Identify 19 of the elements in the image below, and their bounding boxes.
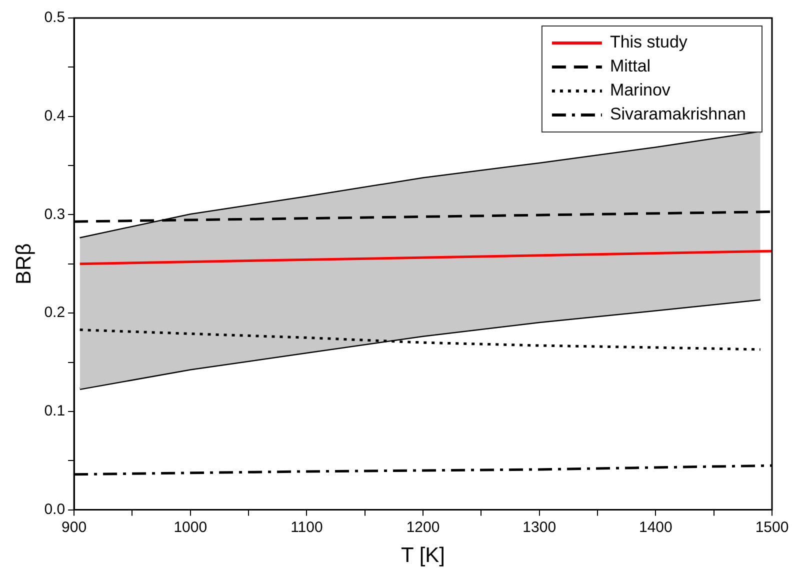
y-tick-label: 0.2 — [44, 304, 66, 322]
x-tick-label: 1400 — [638, 518, 672, 536]
y-tick-label: 0.4 — [44, 108, 66, 124]
y-tick-label: 0.0 — [44, 500, 66, 518]
legend-label: Mittal — [610, 56, 651, 76]
x-tick-label: 1000 — [174, 518, 208, 536]
legend-label: Marinov — [610, 80, 671, 100]
y-axis-title: BRβ — [12, 243, 36, 285]
x-tick-label: 900 — [62, 518, 87, 536]
x-tick-label: 1200 — [406, 518, 440, 536]
x-axis-title: T [K] — [401, 544, 446, 568]
legend-label: This study — [610, 32, 688, 52]
x-tick-label: 1300 — [522, 518, 556, 536]
legend-label: Sivaramakrishnan — [610, 104, 746, 124]
y-tick-label: 0.3 — [44, 206, 66, 223]
y-tick-label: 0.5 — [44, 9, 66, 26]
x-tick-label: 1100 — [290, 518, 323, 536]
x-tick-label: 1500 — [755, 518, 789, 536]
y-tick-label: 0.1 — [44, 402, 66, 420]
